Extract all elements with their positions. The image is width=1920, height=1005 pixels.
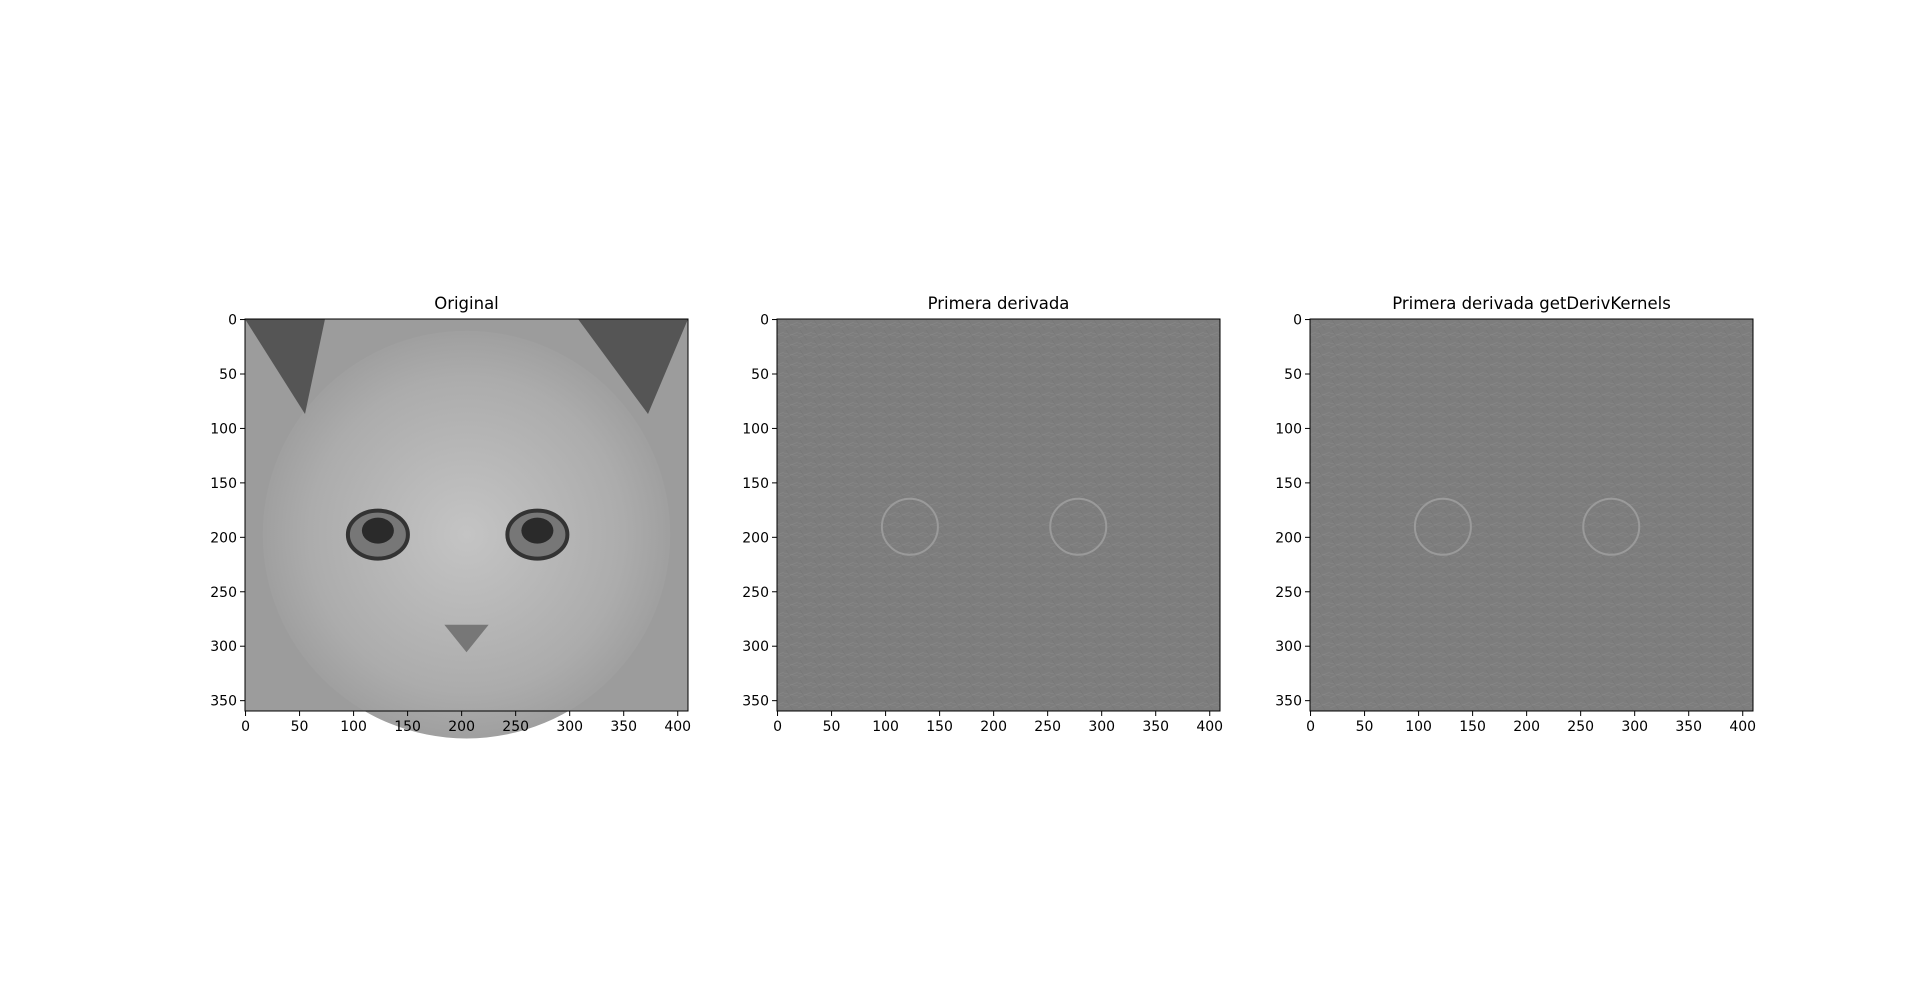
y-tick-label: 50: [219, 367, 237, 383]
y-tick-label: 0: [1293, 313, 1302, 329]
x-tick-label: 200: [980, 719, 1007, 735]
image-pupil: [521, 517, 554, 544]
y-tick-label: 100: [210, 421, 237, 437]
x-tick-label: 400: [1729, 719, 1756, 735]
x-tick-label: 50: [291, 719, 309, 735]
y-tick-label: 200: [1275, 530, 1302, 546]
x-tick-label: 100: [1405, 719, 1432, 735]
y-tick-label: 150: [742, 476, 769, 492]
y-tick-label: 250: [210, 585, 237, 601]
image-ear: [245, 319, 325, 414]
x-tick-label: 0: [1306, 719, 1315, 735]
y-tick-label: 0: [760, 313, 769, 329]
x-tick-label: 350: [1675, 719, 1702, 735]
image-ear: [578, 319, 688, 414]
x-tick-label: 50: [823, 719, 841, 735]
y-tick-label: 200: [742, 530, 769, 546]
x-tick-label: 0: [241, 719, 250, 735]
x-tick-label: 100: [340, 719, 367, 735]
image: [776, 318, 1221, 712]
axes-frame: [244, 318, 689, 712]
x-tick-label: 100: [872, 719, 899, 735]
x-tick-label: 50: [1356, 719, 1374, 735]
x-tick-label: 150: [394, 719, 421, 735]
x-tick-label: 300: [1088, 719, 1115, 735]
x-tick-label: 200: [1513, 719, 1540, 735]
x-tick-label: 200: [448, 719, 475, 735]
axes-frame: [1309, 318, 1754, 712]
y-tick-label: 150: [210, 476, 237, 492]
image-face: [262, 330, 671, 739]
y-tick-label: 100: [1275, 421, 1302, 437]
y-tick-label: 250: [742, 585, 769, 601]
x-tick-label: 250: [1034, 719, 1061, 735]
image-nose: [444, 624, 489, 653]
x-tick-label: 350: [610, 719, 637, 735]
image-edge: [1049, 497, 1108, 556]
axes-title: Primera derivada: [928, 294, 1070, 313]
axes-frame: [776, 318, 1221, 712]
y-tick-label: 150: [1275, 476, 1302, 492]
x-tick-label: 250: [502, 719, 529, 735]
y-tick-label: 350: [1275, 694, 1302, 710]
image: [1309, 318, 1754, 712]
y-tick-label: 50: [1284, 367, 1302, 383]
image-edge: [1582, 497, 1641, 556]
image: [244, 318, 689, 739]
image-pupil: [361, 517, 394, 544]
x-tick-label: 400: [664, 719, 691, 735]
axes-title: Original: [434, 294, 499, 313]
x-tick-label: 250: [1567, 719, 1594, 735]
y-tick-label: 250: [1275, 585, 1302, 601]
x-tick-label: 400: [1196, 719, 1223, 735]
y-tick-label: 300: [1275, 639, 1302, 655]
image-background: [1310, 319, 1753, 711]
x-tick-label: 0: [773, 719, 782, 735]
image-background: [777, 319, 1220, 711]
y-tick-label: 100: [742, 421, 769, 437]
y-tick-label: 300: [210, 639, 237, 655]
y-tick-label: 300: [742, 639, 769, 655]
y-tick-label: 350: [742, 694, 769, 710]
y-tick-label: 200: [210, 530, 237, 546]
y-tick-label: 50: [751, 367, 769, 383]
x-tick-label: 350: [1142, 719, 1169, 735]
image-edge: [1413, 497, 1472, 556]
y-tick-label: 0: [228, 313, 237, 329]
axes-title: Primera derivada getDerivKernels: [1392, 294, 1671, 313]
x-tick-label: 150: [926, 719, 953, 735]
x-tick-label: 150: [1459, 719, 1486, 735]
image-edge: [880, 497, 939, 556]
y-tick-label: 350: [210, 694, 237, 710]
x-tick-label: 300: [556, 719, 583, 735]
x-tick-label: 300: [1621, 719, 1648, 735]
